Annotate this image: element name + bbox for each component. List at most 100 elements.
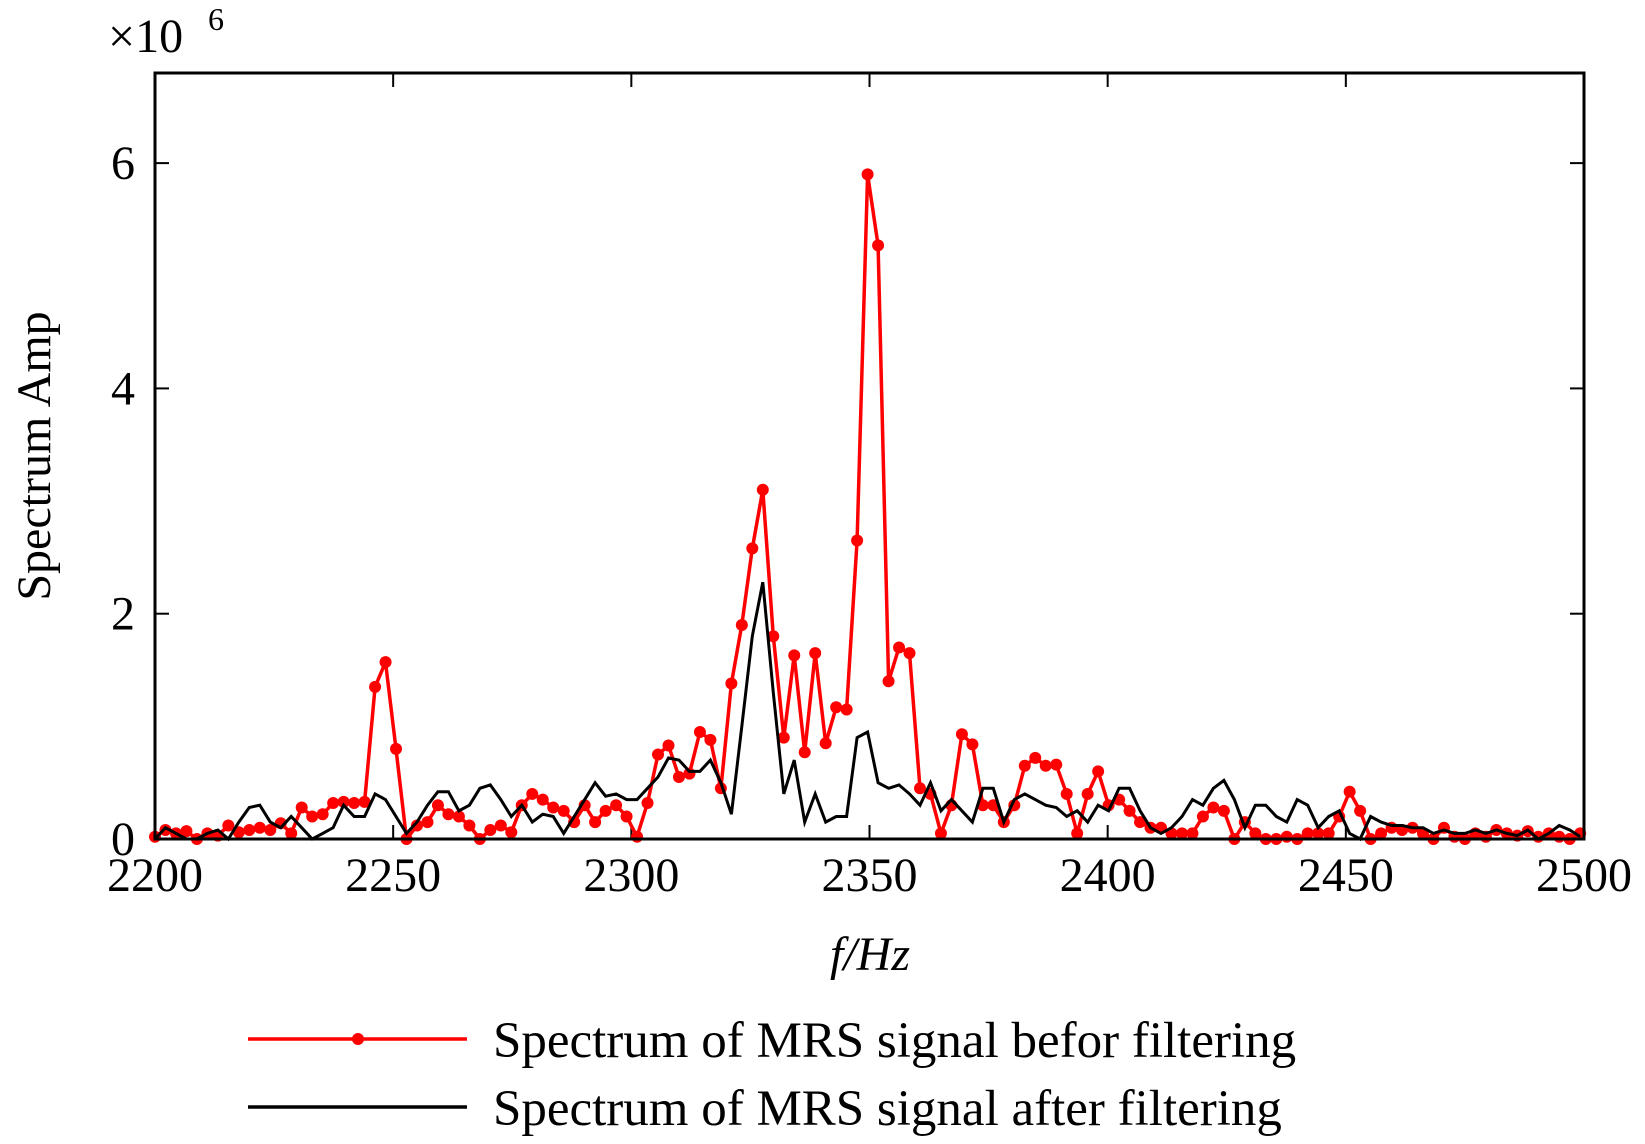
series-marker [872, 239, 885, 252]
series-marker [1092, 765, 1105, 778]
series-marker [725, 677, 738, 690]
series-marker [1354, 804, 1367, 817]
series-marker [253, 821, 266, 834]
series-marker [1081, 787, 1094, 800]
series-marker [1375, 827, 1388, 840]
series-marker [526, 787, 539, 800]
series-marker [620, 810, 633, 823]
series-marker [1186, 827, 1199, 840]
series-marker [337, 795, 350, 808]
series-marker [934, 827, 947, 840]
series-marker [222, 819, 235, 832]
y-multiplier: ×10 [108, 10, 183, 63]
series-marker [903, 647, 916, 660]
series-marker [830, 701, 843, 714]
series-marker [369, 680, 382, 693]
series-marker [547, 801, 560, 814]
series-marker [295, 801, 308, 814]
series-marker [442, 808, 455, 821]
series-marker [913, 782, 926, 795]
series-marker [421, 816, 434, 829]
series-marker [610, 799, 623, 812]
series-marker [1175, 827, 1188, 840]
y-multiplier-exponent: 6 [208, 1, 224, 37]
series-marker [1249, 827, 1262, 840]
series-marker [882, 675, 895, 688]
series-marker [735, 618, 748, 631]
legend-label: Spectrum of MRS signal befor filtering [493, 1013, 1296, 1069]
series-marker [505, 826, 518, 839]
series-marker [756, 483, 769, 496]
x-tick-label: 2350 [822, 849, 918, 902]
series-marker [893, 641, 906, 654]
series-marker [390, 742, 403, 755]
series-marker [631, 830, 644, 843]
series-marker [809, 647, 822, 660]
series-marker [589, 816, 602, 829]
x-tick-label: 2400 [1060, 849, 1156, 902]
series-marker [1322, 827, 1335, 840]
y-tick-label: 4 [111, 362, 135, 415]
series-marker [1280, 830, 1293, 843]
legend-marker [352, 1033, 364, 1045]
series-marker [767, 630, 780, 643]
series-marker [1029, 751, 1042, 764]
series-marker [452, 810, 465, 823]
series-marker [704, 733, 717, 746]
series-marker [1123, 804, 1136, 817]
series-marker [788, 649, 801, 662]
plot-frame [153, 71, 1586, 841]
series-marker [662, 739, 675, 752]
series-marker [306, 810, 319, 823]
series-marker [1134, 816, 1147, 829]
series-marker [1050, 758, 1063, 771]
series-marker [798, 746, 811, 759]
series-marker [484, 823, 497, 836]
series-marker [819, 737, 832, 750]
series-marker [316, 808, 329, 821]
series-marker [379, 656, 392, 669]
series-marker [494, 819, 507, 832]
series-marker [1312, 827, 1325, 840]
series-marker [463, 819, 476, 832]
series-marker [652, 748, 665, 761]
series-marker [1343, 785, 1356, 798]
series-marker [285, 827, 298, 840]
series-marker [746, 542, 759, 555]
series-marker [1196, 810, 1209, 823]
series-marker [348, 796, 361, 809]
y-tick-label: 0 [111, 813, 135, 866]
series-marker [693, 725, 706, 738]
x-tick-label: 2200 [107, 849, 203, 902]
y-tick-label: 6 [111, 137, 135, 190]
series-marker [1217, 804, 1230, 817]
series-marker [358, 795, 371, 808]
series-marker [1207, 801, 1220, 814]
series-marker [851, 534, 864, 547]
series-marker [243, 823, 256, 836]
series-marker [264, 823, 277, 836]
series-marker [327, 796, 340, 809]
series-marker [777, 731, 790, 744]
series-marker [955, 728, 968, 741]
y-axis-label: Spectrum Amp [8, 311, 61, 600]
series-marker [557, 804, 570, 817]
x-tick-label: 2500 [1536, 849, 1632, 902]
series-marker [536, 793, 549, 806]
series-marker [1301, 827, 1314, 840]
series-marker [861, 168, 874, 181]
series-marker [966, 738, 979, 751]
series-marker [1071, 827, 1084, 840]
series-marker [641, 796, 654, 809]
y-tick-label: 2 [111, 588, 135, 641]
x-axis-label: f/Hz [830, 928, 910, 981]
series-marker [180, 825, 193, 838]
series-marker [672, 771, 685, 784]
series-line [153, 581, 1582, 842]
series-marker [599, 804, 612, 817]
series-marker [431, 799, 444, 812]
x-tick-label: 2300 [583, 849, 679, 902]
series-marker [1553, 830, 1566, 843]
